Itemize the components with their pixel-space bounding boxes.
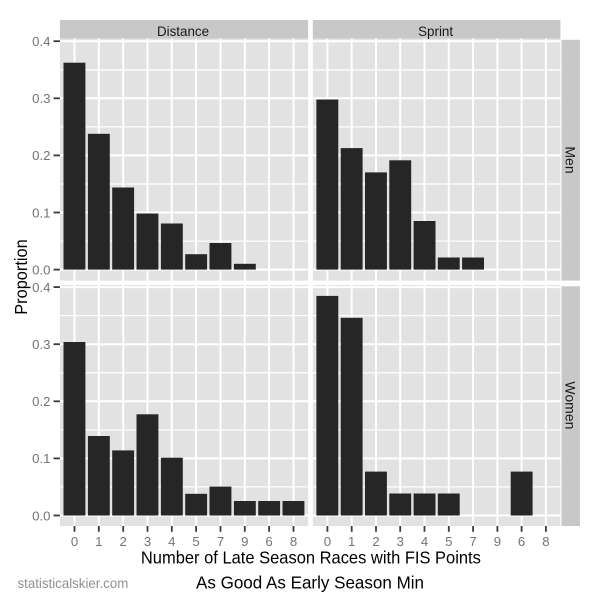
svg-text:0.3: 0.3	[32, 337, 50, 352]
svg-text:4: 4	[168, 534, 175, 549]
svg-text:0: 0	[71, 534, 78, 549]
svg-text:6: 6	[265, 534, 272, 549]
svg-text:8: 8	[290, 534, 297, 549]
svg-text:Number of Late Season Races wi: Number of Late Season Races with FIS Poi…	[141, 547, 481, 567]
svg-text:0.2: 0.2	[32, 148, 50, 163]
svg-text:0.0: 0.0	[32, 262, 50, 277]
svg-text:7: 7	[217, 534, 224, 549]
svg-text:5: 5	[445, 534, 452, 549]
svg-text:4: 4	[421, 534, 428, 549]
svg-text:3: 3	[144, 534, 151, 549]
svg-text:As Good As Early Season Min: As Good As Early Season Min	[196, 572, 424, 592]
svg-text:2: 2	[120, 534, 127, 549]
svg-text:0: 0	[324, 534, 331, 549]
svg-text:5: 5	[192, 534, 199, 549]
svg-text:7: 7	[469, 534, 476, 549]
svg-text:statisticalskier.com: statisticalskier.com	[18, 576, 129, 591]
svg-text:6: 6	[518, 534, 525, 549]
svg-text:9: 9	[494, 534, 501, 549]
svg-text:Distance: Distance	[157, 23, 209, 39]
svg-text:Women: Women	[562, 381, 578, 429]
svg-text:0.4: 0.4	[32, 34, 50, 49]
svg-text:0.1: 0.1	[32, 205, 50, 220]
svg-text:0.3: 0.3	[32, 91, 50, 106]
svg-text:Men: Men	[562, 146, 578, 173]
svg-text:2: 2	[372, 534, 379, 549]
svg-text:9: 9	[241, 534, 248, 549]
svg-text:Proportion: Proportion	[11, 239, 31, 315]
svg-text:1: 1	[95, 534, 102, 549]
svg-text:Sprint: Sprint	[418, 23, 453, 39]
svg-text:1: 1	[348, 534, 355, 549]
svg-text:0.4: 0.4	[32, 280, 50, 295]
svg-text:0.2: 0.2	[32, 394, 50, 409]
svg-text:3: 3	[397, 534, 404, 549]
svg-text:0.1: 0.1	[32, 451, 50, 466]
svg-text:8: 8	[542, 534, 549, 549]
svg-text:0.0: 0.0	[32, 508, 50, 523]
